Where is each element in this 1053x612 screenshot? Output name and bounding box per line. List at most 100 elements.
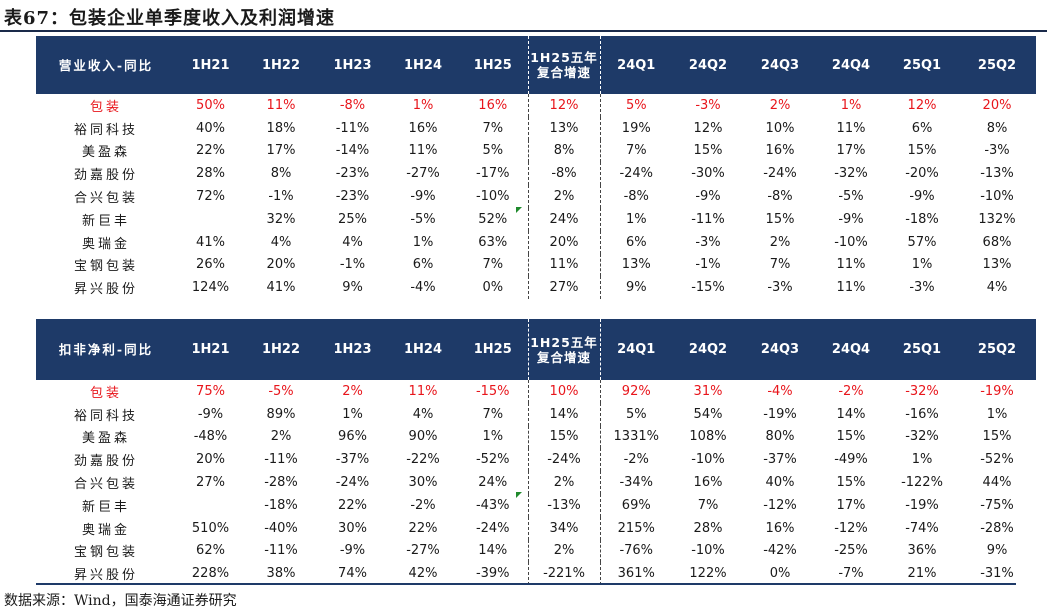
growth-value: -31% bbox=[980, 566, 1014, 582]
growth-value: 7% bbox=[625, 143, 647, 159]
growth-value: -27% bbox=[406, 543, 440, 559]
growth-value: 80% bbox=[765, 429, 795, 445]
table-row: 新巨丰 -18% 22% -2% -43% -13% 69% 7% -12% 17% -19% -75… bbox=[36, 493, 1036, 517]
growth-value: -122% bbox=[901, 475, 943, 491]
growth-value: 122% bbox=[689, 566, 727, 582]
company-name: 美盈森 bbox=[81, 431, 130, 447]
table-row: 宝钢包装 26% 20% -1% 6% 7% 11% 13% -1% 7% 11% 1% 13% bbox=[36, 253, 1036, 277]
growth-value: -10% bbox=[980, 189, 1014, 205]
growth-value: 32% bbox=[266, 211, 296, 227]
column-header: 24Q2 bbox=[672, 319, 744, 380]
growth-value: 74% bbox=[338, 566, 367, 582]
company-name: 奥瑞金 bbox=[81, 236, 130, 252]
growth-value: 22% bbox=[408, 520, 438, 536]
growth-value: 50% bbox=[196, 97, 225, 113]
growth-value: 30% bbox=[338, 520, 367, 536]
growth-value: 54% bbox=[693, 406, 723, 422]
column-header: 1H25 bbox=[458, 319, 528, 380]
table-row: 昇兴股份 124% 41% 9% -4% 0% 27% 9% -15% -3% 11% -3% 4% bbox=[36, 276, 1036, 300]
growth-value: -2% bbox=[838, 383, 864, 399]
growth-value: -11% bbox=[691, 211, 725, 227]
growth-value: -23% bbox=[335, 189, 370, 205]
growth-value: 1% bbox=[412, 234, 434, 250]
growth-value: 12% bbox=[907, 97, 937, 113]
growth-value: 215% bbox=[617, 520, 655, 536]
growth-value: 28% bbox=[693, 520, 723, 536]
growth-value: -19% bbox=[905, 497, 939, 513]
growth-value: -76% bbox=[619, 543, 654, 559]
growth-value: 16% bbox=[478, 97, 508, 113]
growth-value: -7% bbox=[838, 566, 864, 582]
growth-value bbox=[176, 208, 245, 231]
growth-value: -39% bbox=[475, 566, 510, 582]
table-title: 表67：包装企业单季度收入及利润增速 bbox=[4, 8, 336, 29]
growth-value: 20% bbox=[196, 452, 225, 468]
growth-value: -23% bbox=[335, 166, 370, 182]
growth-value: -9% bbox=[339, 543, 366, 559]
company-name: 昇兴股份 bbox=[73, 568, 138, 584]
growth-value: -25% bbox=[834, 543, 868, 559]
growth-value: -10% bbox=[475, 189, 510, 205]
company-name: 美盈森 bbox=[81, 145, 130, 161]
growth-value: 69% bbox=[621, 497, 651, 513]
profit-growth-table: 扣非净利-同比 1H21 1H22 1H23 1H24 1H25 1H25五年复合增速 24Q… bbox=[36, 319, 1036, 586]
column-header: 25Q2 bbox=[958, 36, 1036, 94]
growth-value: -1% bbox=[339, 257, 366, 273]
growth-value: 17% bbox=[836, 497, 866, 513]
table-row: 新巨丰 32% 25% -5% 52% 24% 1% -11% 15% -9% -18% 132% bbox=[36, 207, 1036, 231]
company-name: 裕同科技 bbox=[73, 122, 138, 138]
growth-value: 1% bbox=[412, 97, 434, 113]
growth-value: -3% bbox=[695, 97, 721, 113]
column-header: 24Q1 bbox=[600, 319, 672, 380]
growth-value: 26% bbox=[196, 257, 225, 273]
growth-value: -11% bbox=[264, 452, 298, 468]
column-header: 24Q4 bbox=[816, 36, 886, 94]
growth-value: 36% bbox=[907, 543, 937, 559]
growth-value: -37% bbox=[763, 452, 797, 468]
growth-value: -32% bbox=[905, 429, 939, 445]
growth-value: 15% bbox=[693, 143, 723, 159]
growth-value: 7% bbox=[482, 406, 504, 422]
growth-value: 16% bbox=[693, 475, 723, 491]
growth-value: -20% bbox=[905, 166, 939, 182]
growth-value: 4% bbox=[270, 234, 292, 250]
growth-value: -12% bbox=[763, 497, 797, 513]
column-header: 1H22 bbox=[245, 36, 317, 94]
growth-value: 2% bbox=[527, 185, 601, 208]
growth-value: 30% bbox=[408, 475, 438, 491]
growth-value: 62% bbox=[196, 543, 225, 559]
company-name: 昇兴股份 bbox=[73, 282, 138, 298]
growth-value: -74% bbox=[905, 520, 939, 536]
growth-value: -5% bbox=[838, 189, 864, 205]
growth-value: 75% bbox=[196, 383, 225, 399]
row-header-label: 营业收入-同比 bbox=[36, 36, 176, 94]
growth-value: -28% bbox=[980, 520, 1014, 536]
column-header: 1H24 bbox=[388, 36, 458, 94]
growth-value: 0% bbox=[482, 280, 504, 296]
growth-value: 8% bbox=[270, 166, 292, 182]
growth-value: 4% bbox=[986, 280, 1008, 296]
growth-value: 11% bbox=[836, 257, 866, 273]
growth-value: -8% bbox=[623, 189, 649, 205]
growth-value: 31% bbox=[693, 383, 723, 399]
growth-value: 0% bbox=[769, 566, 791, 582]
growth-value: -10% bbox=[691, 452, 725, 468]
growth-value: 2% bbox=[270, 429, 292, 445]
title-underline bbox=[0, 30, 1047, 32]
growth-value: 132% bbox=[978, 211, 1016, 227]
growth-value: 8% bbox=[527, 139, 601, 163]
growth-value: 15% bbox=[907, 143, 937, 159]
table-row: 昇兴股份 228% 38% 74% 42% -39% -221% 361% 122% 0% -7% 2… bbox=[36, 562, 1036, 586]
growth-value: 52% bbox=[478, 211, 508, 227]
growth-value: 15% bbox=[982, 429, 1012, 445]
growth-value: 16% bbox=[408, 120, 438, 136]
growth-value: -10% bbox=[834, 234, 868, 250]
growth-value: 7% bbox=[769, 257, 791, 273]
column-header: 24Q2 bbox=[672, 36, 744, 94]
growth-value: -24% bbox=[527, 448, 601, 472]
growth-value: -43% bbox=[475, 497, 510, 513]
growth-value: -52% bbox=[980, 452, 1014, 468]
growth-value: 4% bbox=[412, 406, 434, 422]
table-row: 美盈森 22% 17% -14% 11% 5% 8% 7% 15% 16% 17% 15% -3% bbox=[36, 139, 1036, 163]
row-header-label: 扣非净利-同比 bbox=[36, 319, 176, 380]
